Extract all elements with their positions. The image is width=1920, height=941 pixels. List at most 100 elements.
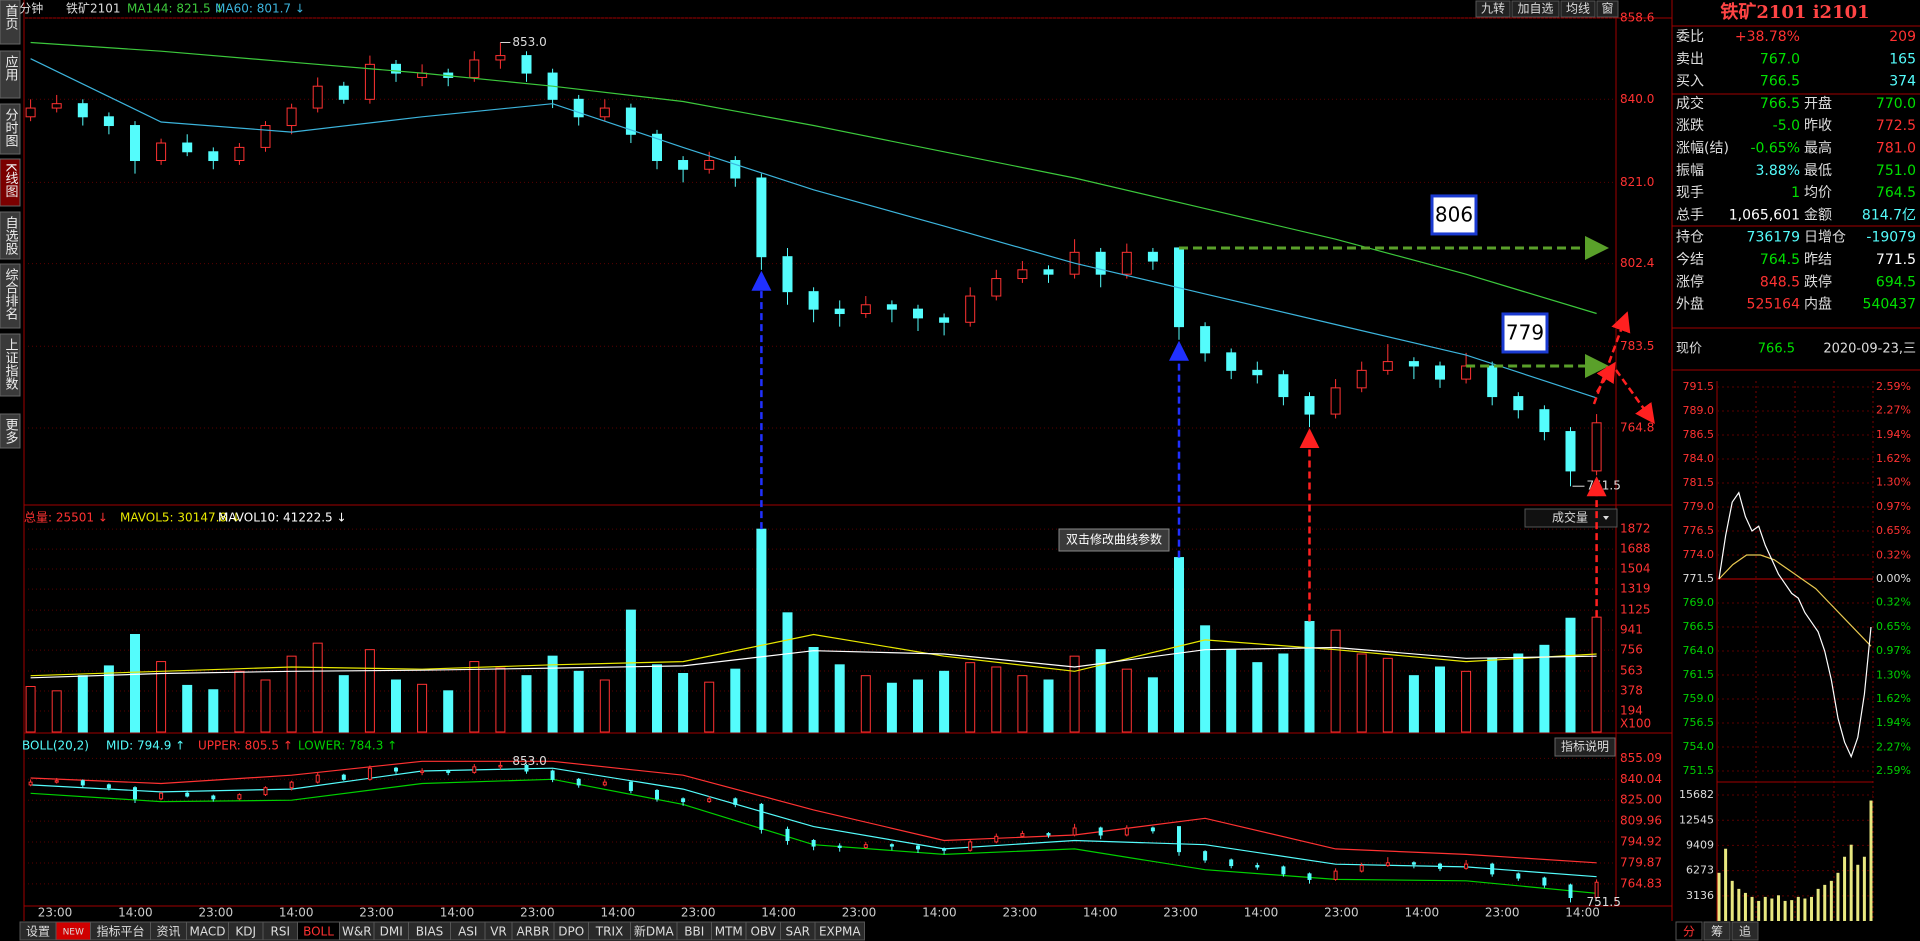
toolbar-button-label[interactable]: 均线 xyxy=(1566,2,1590,16)
tab-label[interactable]: 指标平台 xyxy=(96,924,144,939)
y-tick-label: 840.0 xyxy=(1620,92,1654,106)
toolbar-button[interactable] xyxy=(1475,0,1511,18)
tab-label[interactable]: MACD xyxy=(190,925,226,939)
toolbar-button[interactable] xyxy=(1511,0,1560,18)
price: 766.5 xyxy=(1758,342,1795,357)
help-button[interactable] xyxy=(1554,737,1616,757)
sidebar-tab[interactable] xyxy=(0,263,21,329)
help-button-label[interactable]: 指标说明 xyxy=(1561,739,1609,754)
sidebar-tab-label[interactable]: 首页 xyxy=(3,4,19,30)
sidebar-tab[interactable] xyxy=(0,158,21,207)
candle-body xyxy=(498,764,503,768)
tab-label[interactable]: ARBR xyxy=(516,925,549,939)
y2-tick-label: 1.94% xyxy=(1876,428,1911,441)
tab-label[interactable]: KDJ xyxy=(235,925,256,939)
candle-body xyxy=(808,291,819,310)
tab-label[interactable]: 分 xyxy=(1683,925,1695,939)
candle-body xyxy=(1046,833,1051,836)
volume-bar xyxy=(391,679,401,733)
volume-bar xyxy=(1823,884,1827,921)
tab-label[interactable]: BOLL xyxy=(303,925,334,939)
tab-label[interactable]: EXPMA xyxy=(819,925,861,939)
volume-bar xyxy=(234,670,245,733)
y-tick-label: 1872 xyxy=(1620,522,1651,536)
volume-bar xyxy=(730,668,741,733)
volume-bar xyxy=(77,675,88,733)
y2-tick-label: 2.27% xyxy=(1876,740,1911,753)
tab[interactable] xyxy=(1703,921,1731,941)
sidebar-tab-label[interactable]: 应用 xyxy=(3,54,19,82)
volume-bar xyxy=(991,666,1002,733)
candle-body xyxy=(785,828,790,842)
toolbar-button-label[interactable]: 九转 xyxy=(1481,1,1505,16)
tab-label[interactable]: MTM xyxy=(715,925,743,939)
quote-label: 昨收 xyxy=(1804,118,1832,134)
quote-label: 日增仓 xyxy=(1804,230,1846,246)
sidebar-tab[interactable] xyxy=(0,211,21,260)
tab[interactable] xyxy=(1731,921,1759,941)
sidebar-tab-label[interactable]: 综合排名 xyxy=(3,268,19,320)
tab-label[interactable]: 新DMA xyxy=(634,924,675,939)
volume-bar xyxy=(443,690,454,733)
candle-body xyxy=(730,160,741,179)
tab-label[interactable]: BIAS xyxy=(416,925,444,939)
tab-label[interactable]: 追 xyxy=(1739,924,1751,939)
indicator-selector-label[interactable]: 成交量 xyxy=(1552,510,1588,525)
candle-body xyxy=(1121,251,1132,275)
sidebar-tab-label[interactable]: 自选股 xyxy=(3,216,19,256)
candle-body xyxy=(1330,387,1341,415)
y-tick-label: 781.5 xyxy=(1683,476,1715,489)
toolbar-button-label[interactable]: 窗 xyxy=(1601,2,1613,16)
quote-value: 736179 xyxy=(1747,230,1800,246)
tab-label[interactable]: VR xyxy=(490,925,507,939)
toolbar-button-label[interactable]: 加自选 xyxy=(1517,2,1553,16)
tab-label[interactable]: 资讯 xyxy=(156,925,180,939)
tab-label[interactable]: 设置 xyxy=(26,925,50,939)
volume-bar xyxy=(1043,679,1054,733)
toolbar-button[interactable] xyxy=(1596,0,1619,18)
sidebar-tab-label[interactable]: 上证指数 xyxy=(3,338,19,390)
tab-label[interactable]: OBV xyxy=(750,925,776,939)
sidebar-tab[interactable] xyxy=(0,50,21,99)
tab-label[interactable]: NEW xyxy=(63,928,84,938)
y-tick-label: 194 xyxy=(1620,703,1643,717)
sidebar-tab[interactable] xyxy=(0,0,21,45)
tab-label[interactable]: RSI xyxy=(271,925,291,939)
tab-label[interactable]: BBI xyxy=(684,925,704,939)
quote-label: 今结 xyxy=(1676,252,1704,268)
sidebar-tab[interactable] xyxy=(0,333,21,397)
toolbar-button[interactable] xyxy=(1560,0,1596,18)
quote-value: 694.5 xyxy=(1876,274,1916,290)
candle-body xyxy=(54,780,59,783)
tab-label[interactable]: SAR xyxy=(786,925,810,939)
indicator-selector[interactable] xyxy=(1524,508,1618,528)
quote-title: 铁矿2101 i2101 xyxy=(1720,1,1869,23)
sidebar-tab[interactable] xyxy=(0,103,21,155)
tab[interactable] xyxy=(814,921,865,941)
tab-label[interactable]: DMI xyxy=(380,925,403,939)
tab-label[interactable]: 筹 xyxy=(1711,925,1723,939)
tab-label[interactable]: W&R xyxy=(342,925,372,939)
candle-body xyxy=(260,125,271,148)
candle-body xyxy=(782,256,793,293)
tab[interactable] xyxy=(1675,921,1703,941)
sidebar-tab-label[interactable]: 更多 xyxy=(3,418,19,444)
volume-bar xyxy=(1487,657,1498,733)
sidebar-tab-label[interactable]: 分时图 xyxy=(3,108,19,147)
quote-label: 最低 xyxy=(1804,163,1832,179)
candle-body xyxy=(1177,826,1181,853)
tab-label[interactable]: TRIX xyxy=(595,925,623,939)
quote-value: 764.5 xyxy=(1760,252,1800,268)
sidebar-tab[interactable] xyxy=(0,413,21,449)
candle-body xyxy=(208,151,219,162)
y-tick-label: 759.0 xyxy=(1683,692,1715,705)
sidebar-tab-label[interactable]: K线图 xyxy=(3,163,19,198)
y-tick-label: 1125 xyxy=(1620,603,1651,617)
tab-label[interactable]: ASI xyxy=(458,925,477,939)
candle-body xyxy=(602,781,607,786)
volume-bar xyxy=(1816,888,1820,921)
candle-body xyxy=(968,841,973,851)
tab-label[interactable]: DPO xyxy=(558,925,584,939)
